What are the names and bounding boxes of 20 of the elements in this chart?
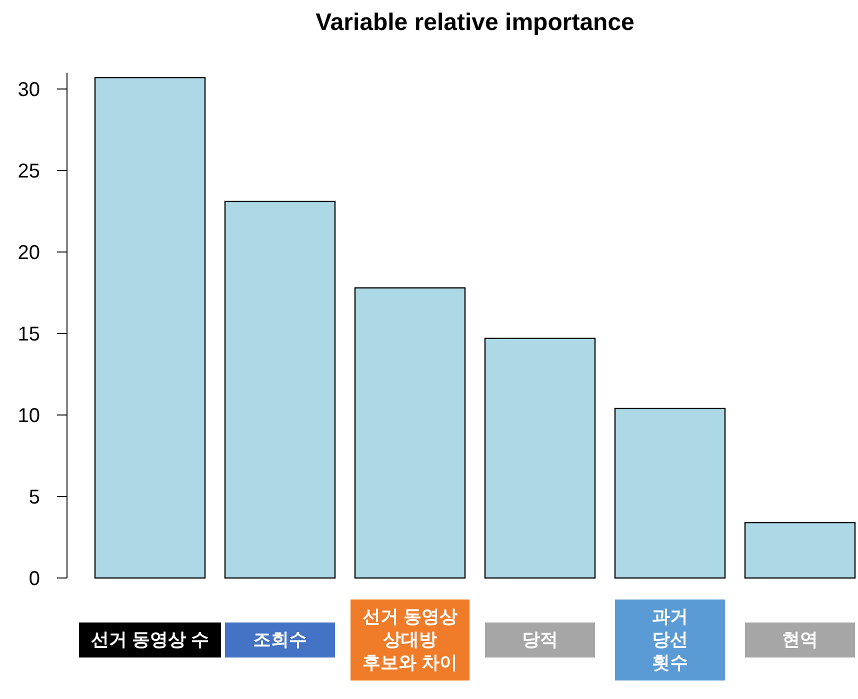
- bar: [94, 76, 206, 579]
- x-tick-label: 현역: [782, 630, 818, 650]
- y-tick-label: 20: [18, 242, 40, 264]
- bar: [744, 522, 856, 579]
- bar: [224, 200, 336, 579]
- x-tick-label: 선거 동영상 상대방 후보와 차이: [362, 606, 458, 672]
- y-tick-label: 5: [28, 486, 40, 508]
- chart-title: Variable relative importance: [316, 9, 634, 36]
- y-tick-label: 10: [18, 405, 40, 427]
- x-tick-label: 선거 동영상 수: [90, 630, 210, 650]
- y-tick-label: 30: [18, 79, 40, 101]
- y-tick-label: 25: [18, 160, 40, 182]
- y-tick-label: 15: [18, 324, 40, 346]
- x-tick-label: 당적: [522, 630, 558, 650]
- bar: [484, 338, 596, 579]
- bar: [614, 408, 726, 579]
- x-tick-label: 조회수: [253, 630, 307, 650]
- bar: [354, 287, 466, 579]
- x-tick-label: 과거 당선 횟수: [652, 606, 688, 672]
- y-tick-label: 0: [28, 568, 40, 590]
